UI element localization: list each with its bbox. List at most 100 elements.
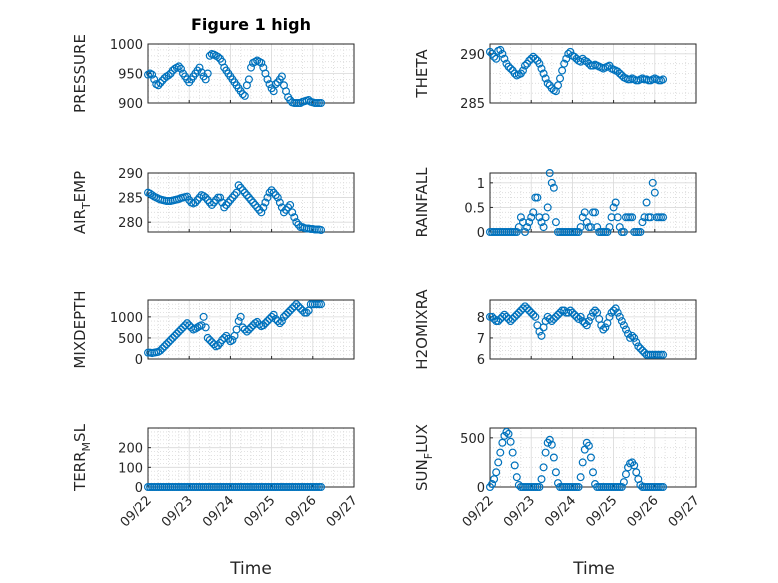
data-point xyxy=(648,178,657,187)
data-point xyxy=(148,70,157,79)
data-point xyxy=(541,448,550,457)
data-point xyxy=(265,314,274,323)
data-point xyxy=(603,228,612,237)
data-point xyxy=(242,327,251,336)
data-point xyxy=(586,312,595,321)
data-point xyxy=(267,186,276,195)
data-point xyxy=(492,468,501,477)
y-label-rest: SL xyxy=(71,423,89,442)
y-tick-label: 1000 xyxy=(110,311,143,326)
data-point xyxy=(560,306,569,315)
data-point xyxy=(523,304,532,313)
data-point xyxy=(220,203,229,212)
data-point xyxy=(282,310,291,319)
data-point xyxy=(236,183,245,192)
data-point xyxy=(176,325,185,334)
data-point xyxy=(566,47,575,56)
data-point xyxy=(176,64,185,73)
data-point xyxy=(228,336,237,345)
data-point xyxy=(580,319,589,328)
data-point xyxy=(170,331,179,340)
data-point xyxy=(263,193,272,202)
data-point xyxy=(609,203,618,212)
data-point xyxy=(521,228,530,237)
data-point xyxy=(275,198,284,207)
data-point xyxy=(259,203,268,212)
y-label-rest: LUX xyxy=(413,424,431,453)
data-point xyxy=(496,45,505,54)
data-point xyxy=(525,306,534,315)
data-point xyxy=(259,321,268,330)
data-point xyxy=(249,198,258,207)
data-point xyxy=(207,200,216,209)
data-point xyxy=(317,300,326,309)
data-point xyxy=(621,470,630,479)
data-point xyxy=(628,213,637,222)
data-point xyxy=(238,186,247,195)
axes-frame xyxy=(489,172,697,233)
data-point xyxy=(203,69,212,78)
y-axis-label: SUNFLUX xyxy=(413,424,435,491)
data-point xyxy=(632,468,641,477)
data-point xyxy=(510,312,519,321)
data-point xyxy=(191,198,200,207)
data-point xyxy=(574,228,583,237)
data-point xyxy=(234,317,243,326)
data-point xyxy=(650,188,659,197)
y-tick-label: 290 xyxy=(460,48,485,63)
data-point xyxy=(205,51,214,60)
data-point xyxy=(531,312,540,321)
y-axis-label: RAINFALL xyxy=(413,167,431,238)
series-markers xyxy=(486,45,668,96)
y-tick-label: 0 xyxy=(135,481,143,496)
y-tick-label: 280 xyxy=(118,216,143,231)
data-point xyxy=(576,312,585,321)
data-point xyxy=(512,310,521,319)
data-point xyxy=(549,314,558,323)
data-point xyxy=(286,200,295,209)
data-point xyxy=(580,208,589,217)
data-point xyxy=(486,47,495,56)
data-point xyxy=(553,310,562,319)
data-point xyxy=(187,323,196,332)
y-tick-label: 500 xyxy=(118,332,143,347)
data-point xyxy=(500,310,509,319)
y-axis-label: TERRMSL xyxy=(71,423,93,492)
data-point xyxy=(197,321,206,330)
data-point xyxy=(659,350,668,359)
data-point xyxy=(269,310,278,319)
data-point xyxy=(236,312,245,321)
data-point xyxy=(490,314,499,323)
data-point xyxy=(588,468,597,477)
panel-h2omixra: 6 7 8 H2OMIXRA xyxy=(413,289,697,370)
data-point xyxy=(226,196,235,205)
data-point xyxy=(638,218,647,227)
data-point xyxy=(558,66,567,75)
data-point xyxy=(617,317,626,326)
data-point xyxy=(527,213,536,222)
data-point xyxy=(261,319,270,328)
data-point xyxy=(514,308,523,317)
data-point xyxy=(628,331,637,340)
data-point xyxy=(279,208,288,217)
data-point xyxy=(508,314,517,323)
data-point xyxy=(634,342,643,351)
data-point xyxy=(541,74,550,83)
y-axis-label: PRESSURE xyxy=(71,34,89,113)
data-point xyxy=(500,54,509,63)
data-point xyxy=(240,188,249,197)
data-point xyxy=(506,64,515,73)
y-tick-label: 100 xyxy=(118,461,143,476)
data-point xyxy=(527,308,536,317)
y-tick-label: 200 xyxy=(118,442,143,457)
data-point xyxy=(253,317,262,326)
y-tick-label: 900 xyxy=(118,97,143,112)
data-point xyxy=(284,203,293,212)
data-point xyxy=(257,208,266,217)
data-point xyxy=(636,228,645,237)
data-point xyxy=(488,312,497,321)
data-point xyxy=(294,302,303,311)
panel-air_temp: 280 285 290 AIRTEMP xyxy=(71,167,355,234)
data-point xyxy=(586,453,595,462)
